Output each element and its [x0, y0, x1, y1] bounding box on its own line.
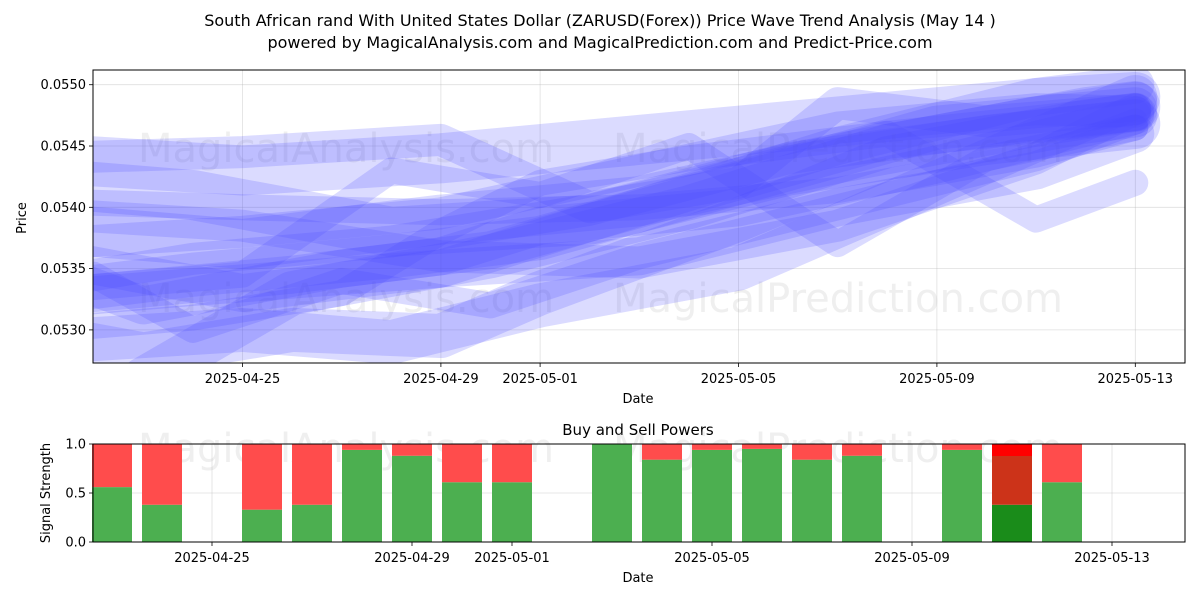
price-wave-line — [128, 81, 1158, 363]
price-wave-lines — [93, 70, 1161, 363]
chart-subtitle: powered by MagicalAnalysis.com and Magic… — [267, 33, 932, 52]
buy-bar — [342, 449, 382, 542]
buy-bar — [842, 455, 882, 542]
signal-x-tick-label: 2025-05-05 — [674, 551, 750, 566]
price-y-tick-label: 0.0535 — [41, 262, 87, 277]
sell-bar — [392, 444, 432, 456]
price-x-ticks: 2025-04-25 2025-04-29 2025-05-01 2025-05-05… — [205, 363, 1173, 387]
buy-bar — [1042, 482, 1082, 542]
price-plot-frame — [92, 69, 1186, 364]
buy-bar — [392, 455, 432, 542]
price-wave-line — [93, 114, 1149, 300]
price-y-ticks: 0.0530 0.0535 0.0540 0.0545 0.0550 — [41, 78, 93, 338]
price-wave-line — [93, 81, 1161, 270]
signal-x-ticks: 2025-04-25 2025-04-29 2025-05-01 2025-05-05… — [174, 542, 1150, 566]
sell-bar — [642, 444, 682, 460]
price-watermark-2: MagicalPrediction.com — [613, 126, 1063, 172]
price-x-tick-label: 2025-05-01 — [502, 372, 578, 387]
signal-y-tick-label: 0.5 — [65, 487, 86, 502]
sell-bar — [1042, 444, 1082, 483]
price-wave-line — [93, 93, 1152, 279]
signal-chart-title: Buy and Sell Powers — [562, 421, 714, 439]
chart-title: South African rand With United States Do… — [204, 11, 996, 30]
signal-x-tick-label: 2025-05-09 — [874, 551, 950, 566]
signal-x-axis-label: Date — [622, 571, 653, 586]
price-wave-line — [93, 70, 1155, 313]
signal-y-tick-label: 0.0 — [65, 536, 86, 551]
buy-bar — [442, 482, 482, 542]
sell-bar — [492, 444, 532, 483]
price-wave-line — [93, 99, 1152, 292]
buy-bar — [992, 504, 1032, 542]
price-panel: MagicalAnalysis.com MagicalPrediction.co… — [15, 69, 1186, 407]
price-wave-line — [93, 75, 1158, 363]
signal-y-axis-label: Signal Strength — [39, 443, 54, 543]
buy-bar — [242, 509, 282, 542]
price-grid — [93, 70, 1185, 363]
buy-bar — [942, 449, 982, 542]
price-wave-line — [93, 87, 1158, 310]
signal-bars — [92, 444, 1082, 542]
price-x-tick-label: 2025-04-29 — [403, 372, 479, 387]
buy-bar — [92, 487, 132, 542]
signal-x-tick-label: 2025-04-29 — [374, 551, 450, 566]
price-y-tick-label: 0.0545 — [41, 140, 87, 155]
price-x-tick-label: 2025-04-25 — [205, 372, 281, 387]
price-x-axis-label: Date — [622, 392, 653, 407]
buy-bar — [742, 448, 782, 542]
signal-watermark-2: MagicalPrediction.com — [613, 426, 1063, 472]
signal-panel: Buy and Sell Powers MagicalAnalysis.com … — [39, 421, 1186, 586]
price-wave-line — [93, 114, 1149, 226]
price-y-tick-label: 0.0530 — [41, 323, 87, 338]
buy-bar — [692, 449, 732, 542]
price-wave-line — [93, 98, 1161, 257]
signal-y-ticks: 0.0 0.5 1.0 — [65, 438, 93, 551]
sell-bar — [242, 444, 282, 510]
price-y-axis-label: Price — [15, 202, 30, 234]
price-y-tick-label: 0.0540 — [41, 201, 87, 216]
sell-bar — [292, 444, 332, 505]
sell-bar-top-band — [992, 444, 1032, 456]
signal-x-tick-label: 2025-05-01 — [474, 551, 550, 566]
sell-bar — [792, 444, 832, 460]
price-x-tick-label: 2025-05-09 — [899, 372, 975, 387]
price-x-tick-label: 2025-05-13 — [1098, 372, 1174, 387]
buy-bar — [642, 459, 682, 542]
signal-y-tick-label: 1.0 — [65, 438, 86, 453]
price-x-tick-label: 2025-05-05 — [701, 372, 777, 387]
price-watermark-1: MagicalAnalysis.com — [138, 126, 554, 172]
price-watermark-4: MagicalPrediction.com — [613, 276, 1063, 322]
price-wave-line — [93, 87, 1152, 224]
sell-bar — [442, 444, 482, 483]
price-wave-line — [93, 96, 1155, 325]
buy-bar — [592, 444, 632, 542]
buy-bar — [492, 482, 532, 542]
sell-bar — [742, 444, 782, 449]
price-wave-line — [93, 114, 1155, 315]
price-wave-line — [93, 92, 1155, 313]
buy-bar — [142, 504, 182, 542]
buy-bar — [292, 504, 332, 542]
signal-x-tick-label: 2025-05-13 — [1074, 551, 1150, 566]
sell-bar — [942, 444, 982, 450]
sell-bar — [142, 444, 182, 505]
price-wave-line — [93, 93, 1152, 258]
price-y-tick-label: 0.0550 — [41, 78, 87, 93]
sell-bar — [92, 444, 132, 488]
price-wave-line — [93, 72, 1161, 196]
buy-bar — [792, 459, 832, 542]
price-wave-line — [93, 108, 1149, 343]
sell-bar — [692, 444, 732, 450]
sell-bar — [842, 444, 882, 456]
price-wave-line — [93, 120, 1149, 339]
sell-bar — [342, 444, 382, 450]
signal-x-tick-label: 2025-04-25 — [174, 551, 250, 566]
price-wave-line — [93, 93, 1158, 363]
price-watermark-3: MagicalAnalysis.com — [138, 276, 554, 322]
